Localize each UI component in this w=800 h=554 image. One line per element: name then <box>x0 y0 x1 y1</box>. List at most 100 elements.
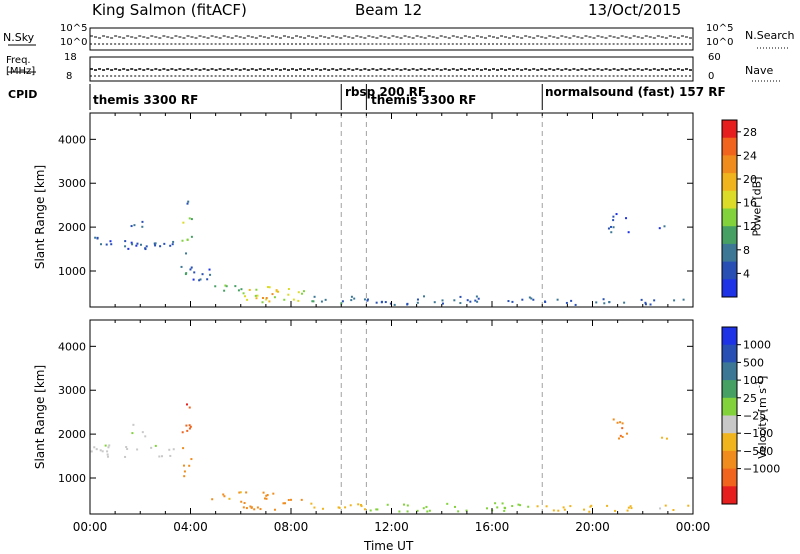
data-cell <box>416 509 419 512</box>
date-title: 13/Oct/2015 <box>588 1 682 19</box>
data-cell <box>544 300 547 303</box>
data-cell <box>265 297 268 300</box>
data-cell <box>310 502 313 505</box>
nsearch-label: N.Search <box>745 29 795 42</box>
data-cell <box>423 295 426 298</box>
colorbar-tick-label: 100 <box>743 374 764 387</box>
data-cell <box>626 509 629 512</box>
data-cell <box>507 300 510 303</box>
data-cell <box>386 503 389 506</box>
data-cell <box>477 297 480 300</box>
data-cell <box>110 243 113 246</box>
data-cell <box>673 299 676 302</box>
data-cell <box>511 300 514 303</box>
data-cell <box>183 470 186 473</box>
data-cell <box>588 510 591 513</box>
data-cell <box>190 458 193 461</box>
data-cell <box>344 506 347 509</box>
data-cell <box>521 298 524 301</box>
data-cell <box>181 431 184 434</box>
data-cell <box>99 449 102 452</box>
colorbar-segment <box>722 208 737 227</box>
data-cell <box>664 504 667 507</box>
data-cell <box>297 299 300 302</box>
colorbar-segment <box>722 468 737 487</box>
data-cell <box>369 509 372 512</box>
data-cell <box>188 464 191 467</box>
data-cell <box>324 298 327 301</box>
data-cell <box>375 301 378 304</box>
data-cell <box>360 505 363 508</box>
data-cell <box>240 500 243 503</box>
colorbar-tick-label: 12 <box>743 220 757 233</box>
data-cell <box>406 510 409 513</box>
data-cell <box>614 509 617 512</box>
data-cell <box>619 421 622 424</box>
data-cell <box>623 301 626 304</box>
data-cell <box>255 288 258 291</box>
data-cell <box>441 302 444 305</box>
freq-label: Freq. <box>6 55 31 66</box>
data-cell <box>627 231 630 234</box>
data-cell <box>273 296 276 299</box>
data-cell <box>466 299 469 302</box>
data-cell <box>376 508 379 511</box>
data-cell <box>640 298 643 301</box>
x-tick-label: 04:00 <box>173 520 208 534</box>
data-cell <box>144 435 147 438</box>
data-cell <box>663 225 666 228</box>
data-cell <box>465 509 468 512</box>
data-cell <box>261 301 264 304</box>
nsearch-tick-bottom: 10^0 <box>706 37 734 48</box>
data-cell <box>595 301 598 304</box>
data-cell <box>224 284 227 287</box>
data-cell <box>313 506 316 509</box>
data-cell <box>188 406 191 409</box>
data-cell <box>659 507 662 510</box>
data-cell <box>198 279 201 282</box>
colorbar-frame <box>721 119 738 298</box>
data-cell <box>248 288 251 291</box>
data-cell <box>300 498 303 501</box>
data-cell <box>612 219 615 222</box>
data-cell <box>302 290 305 293</box>
y-tick-label: 3000 <box>58 384 86 397</box>
data-cell <box>527 505 530 508</box>
data-cell <box>366 299 369 302</box>
colorbar-tick-label: 25 <box>743 392 757 405</box>
data-cell <box>101 450 104 453</box>
data-cell <box>563 508 566 511</box>
data-cell <box>629 505 632 508</box>
data-cell <box>665 437 668 440</box>
data-cell <box>517 503 520 506</box>
data-cell <box>290 498 293 501</box>
data-cell <box>627 506 630 509</box>
x-axis-title: Time UT <box>364 539 414 553</box>
data-cell <box>565 301 568 304</box>
data-cell <box>243 502 246 505</box>
data-cell <box>185 252 188 255</box>
data-cell <box>530 297 533 300</box>
data-cell <box>185 272 188 275</box>
colorbar-tick-label: 16 <box>743 197 757 210</box>
data-cell <box>357 503 360 506</box>
y-tick-label: 4000 <box>58 133 86 146</box>
data-cell <box>603 302 606 305</box>
data-cell <box>182 221 185 224</box>
data-cell <box>615 213 618 216</box>
colorbar-tick-label: 1000 <box>743 339 771 352</box>
colorbar-segment <box>722 344 737 363</box>
data-cell <box>150 446 153 449</box>
data-cell <box>384 301 387 304</box>
data-cell <box>190 266 193 269</box>
data-cell <box>313 295 316 298</box>
data-cell <box>256 506 259 509</box>
beam-title: Beam 12 <box>355 1 423 19</box>
data-cell <box>682 298 685 301</box>
data-cell <box>96 236 99 239</box>
data-cell <box>618 437 621 440</box>
colorbar-segment <box>722 120 737 139</box>
data-cell <box>263 497 266 500</box>
data-cell <box>644 303 647 306</box>
